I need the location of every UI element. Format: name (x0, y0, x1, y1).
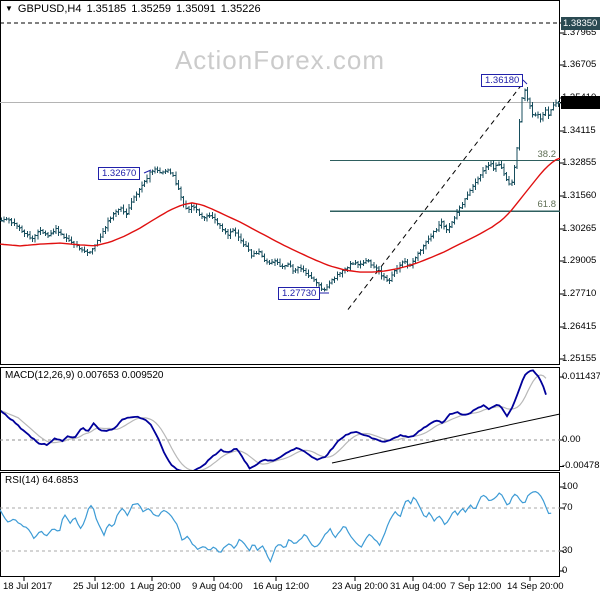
macd-axis-label: 0.011437 (562, 370, 600, 382)
time-axis-label: 23 Aug 20:00 (332, 581, 388, 592)
low-value: 1.35091 (176, 3, 216, 15)
rsi-axis-label: 30 (562, 545, 573, 556)
macd-axis-label: -0.004782 (562, 460, 600, 472)
time-axis-label: 14 Sep 20:00 (507, 581, 564, 592)
symbol-ohlc-info: ▼ GBPUSD,H4 1.35185 1.35259 1.35091 1.35226 (5, 3, 266, 15)
time-axis-label: 18 Jul 2017 (3, 581, 53, 592)
symbol-name: GBPUSD,H4 (17, 3, 82, 15)
high-value: 1.35259 (131, 3, 172, 15)
price-axis-label: 1.31560 (562, 190, 597, 201)
time-axis-label: 25 Jul 12:00 (73, 581, 125, 592)
collapse-triangle-icon[interactable]: ▼ (5, 4, 13, 13)
swing-low-price-label[interactable]: 1.27730 (278, 287, 321, 300)
time-axis-label: 16 Aug 12:00 (253, 581, 309, 592)
watermark: ActionForex.com (174, 45, 386, 75)
price-axis-label: 1.37965 (562, 27, 597, 38)
current-price-tag (561, 96, 600, 110)
time-axis-label: 1 Aug 20:00 (130, 581, 181, 592)
time-axis-label: 7 Sep 12:00 (450, 581, 502, 592)
macd-panel[interactable] (0, 367, 560, 471)
swing-high-price-label[interactable]: 1.32670 (98, 167, 141, 180)
price-axis-label: 1.25155 (562, 353, 597, 364)
price-axis-label: 1.26415 (562, 320, 597, 332)
price-axis-label: 1.27710 (562, 287, 597, 299)
rsi-indicator-label: RSI(14) 64.6853 (5, 475, 79, 486)
fib-382-label: 38.2 (537, 148, 557, 160)
open-value: 1.35185 (86, 3, 127, 15)
close-value: 1.35226 (220, 3, 261, 15)
macd-indicator-label: MACD(12,26,9) 0.007653 0.009520 (5, 370, 164, 381)
rsi-axis-label: 0 (562, 565, 568, 576)
time-axis-label: 31 Aug 04:00 (390, 581, 446, 592)
time-axis-label: 9 Aug 04:00 (192, 581, 243, 592)
rsi-panel[interactable] (0, 472, 560, 577)
macd-axis-label: 0.00 (562, 434, 581, 445)
price-axis-label: 1.34115 (562, 124, 596, 136)
resistance-price-tag: 1.38350 (561, 16, 600, 30)
swing-high-price-label[interactable]: 1.36180 (481, 74, 524, 87)
price-axis-label: 1.29005 (562, 255, 597, 267)
price-axis-label: 1.32855 (562, 157, 597, 169)
fib-618-label: 61.8 (537, 199, 557, 211)
rsi-axis-label: 100 (562, 481, 578, 492)
price-axis-label: 1.30265 (562, 222, 597, 234)
rsi-axis-label: 70 (562, 502, 573, 513)
price-axis-label: 1.36705 (562, 59, 597, 71)
